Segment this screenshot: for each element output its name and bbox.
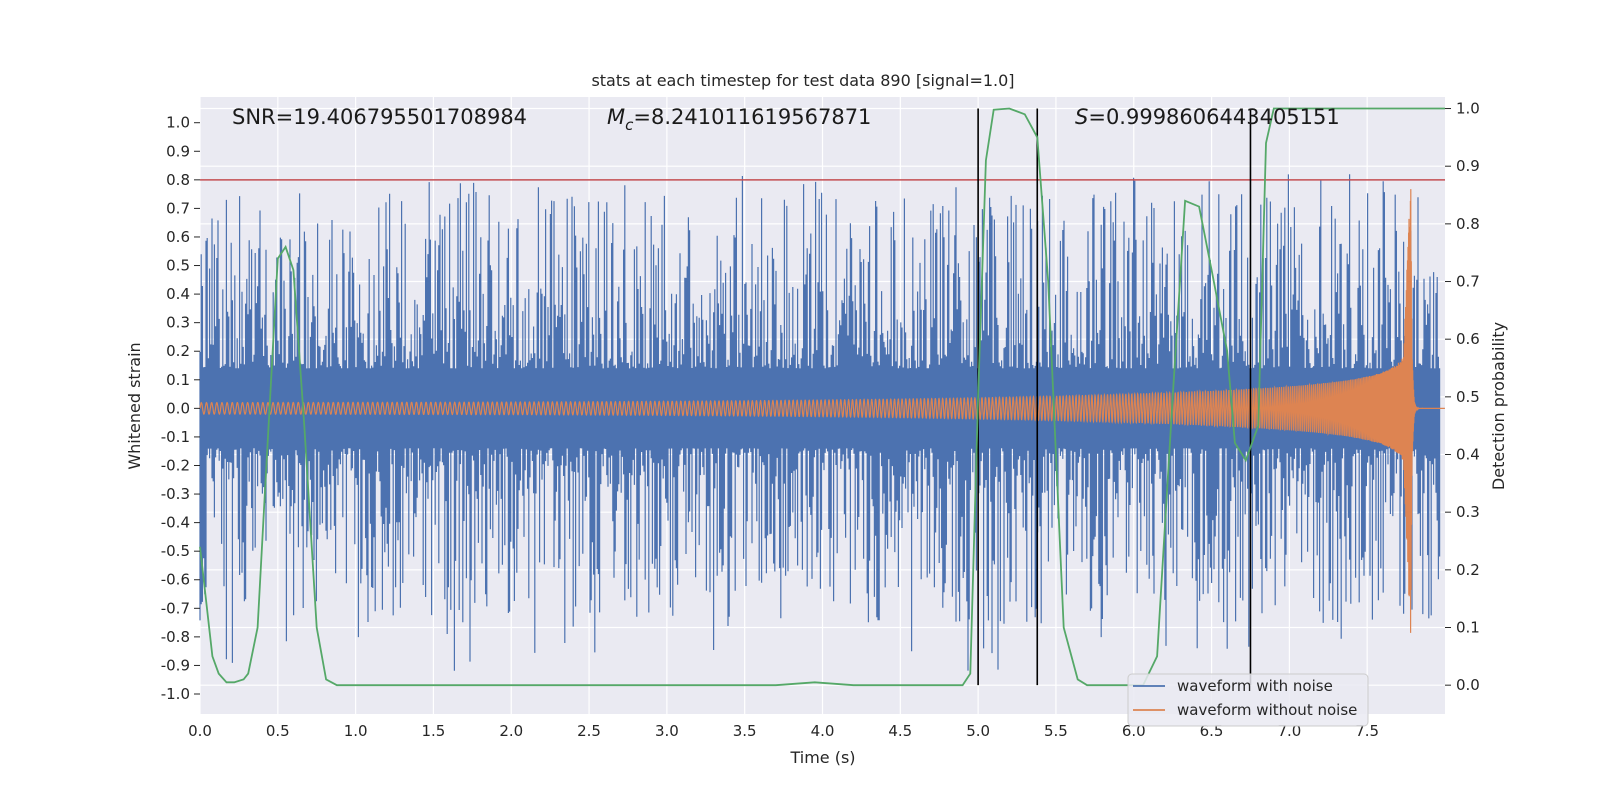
y-right-tick-label: 0.8 bbox=[1456, 215, 1480, 233]
y-left-tick-label: 0.6 bbox=[166, 228, 190, 246]
chirp-mass-annotation: Mc=8.241011619567871 bbox=[607, 105, 871, 134]
y-left-tick-label: -0.1 bbox=[161, 428, 190, 446]
y-right-tick-label: 0.9 bbox=[1456, 157, 1480, 175]
y-right-axis-ticks: 0.0 0.1 0.2 0.3 0.4 0.5 0.6 0.7 0.8 0.9 1.0 bbox=[1445, 100, 1480, 694]
score-annotation: S=0.9998606443405151 bbox=[1075, 105, 1340, 129]
y-right-tick-label: 0.3 bbox=[1456, 503, 1480, 521]
y-left-tick-label: 0.7 bbox=[166, 199, 190, 217]
y-right-tick-label: 0.2 bbox=[1456, 561, 1480, 579]
y-left-tick-label: 0.3 bbox=[166, 314, 190, 332]
y-left-tick-label: 0.8 bbox=[166, 171, 190, 189]
y-left-tick-label: -0.7 bbox=[161, 599, 190, 617]
legend-label-noise: waveform with noise bbox=[1177, 677, 1333, 695]
legend: waveform with noise waveform without noi… bbox=[1127, 673, 1369, 727]
y-left-tick-label: -0.6 bbox=[161, 571, 190, 589]
legend-label-clean: waveform without noise bbox=[1177, 701, 1357, 719]
y-left-tick-label: 1.0 bbox=[166, 114, 190, 132]
y-left-tick-label: -0.2 bbox=[161, 456, 190, 474]
y-left-tick-label: -1.0 bbox=[161, 685, 190, 703]
x-tick-label: 3.5 bbox=[733, 722, 757, 740]
x-tick-label: 0.5 bbox=[266, 722, 290, 740]
y-right-tick-label: 0.0 bbox=[1456, 676, 1480, 694]
x-tick-label: 0.0 bbox=[188, 722, 212, 740]
y-left-tick-label: 0.1 bbox=[166, 371, 190, 389]
x-tick-label: 1.0 bbox=[344, 722, 368, 740]
clean-waveform-path bbox=[199, 189, 1445, 633]
y-left-tick-label: -0.5 bbox=[161, 542, 190, 560]
y-right-tick-label: 0.5 bbox=[1456, 388, 1480, 406]
chart-title: stats at each timestep for test data 890… bbox=[591, 71, 1014, 90]
x-tick-label: 2.5 bbox=[577, 722, 601, 740]
x-tick-label: 4.5 bbox=[888, 722, 912, 740]
y-left-axis-label: Whitened strain bbox=[125, 342, 144, 469]
x-tick-label: 3.0 bbox=[655, 722, 679, 740]
snr-annotation: SNR=19.406795501708984 bbox=[232, 105, 527, 129]
y-left-tick-label: 0.0 bbox=[166, 399, 190, 417]
y-left-tick-label: 0.5 bbox=[166, 257, 190, 275]
y-left-tick-label: -0.9 bbox=[161, 656, 190, 674]
x-axis-label: Time (s) bbox=[789, 748, 855, 767]
y-right-tick-label: 0.4 bbox=[1456, 446, 1480, 464]
y-left-tick-label: 0.2 bbox=[166, 342, 190, 360]
x-tick-label: 2.0 bbox=[499, 722, 523, 740]
y-left-tick-label: -0.4 bbox=[161, 514, 190, 532]
y-right-tick-label: 1.0 bbox=[1456, 100, 1480, 118]
y-left-tick-label: 0.4 bbox=[166, 285, 190, 303]
legend-box bbox=[1127, 673, 1369, 727]
x-tick-label: 5.5 bbox=[1044, 722, 1068, 740]
y-left-tick-label: -0.3 bbox=[161, 485, 190, 503]
x-tick-label: 1.5 bbox=[422, 722, 446, 740]
x-tick-label: 4.0 bbox=[811, 722, 835, 740]
probability-line bbox=[199, 107, 1445, 687]
y-right-tick-label: 0.1 bbox=[1456, 619, 1480, 637]
y-left-axis-ticks: -1.0 -0.9 -0.8 -0.7 -0.6 -0.5 -0.4 -0.3 -0.2 -0.1… bbox=[161, 114, 200, 703]
y-left-tick-label: 0.9 bbox=[166, 142, 190, 160]
y-right-axis-label: Detection probability bbox=[1489, 322, 1508, 490]
series-waveform-without-noise bbox=[199, 189, 1445, 633]
y-left-tick-label: -0.8 bbox=[161, 628, 190, 646]
series-detection-probability bbox=[199, 107, 1445, 687]
y-right-tick-label: 0.7 bbox=[1456, 273, 1480, 291]
y-right-tick-label: 0.6 bbox=[1456, 330, 1480, 348]
x-tick-label: 5.0 bbox=[966, 722, 990, 740]
